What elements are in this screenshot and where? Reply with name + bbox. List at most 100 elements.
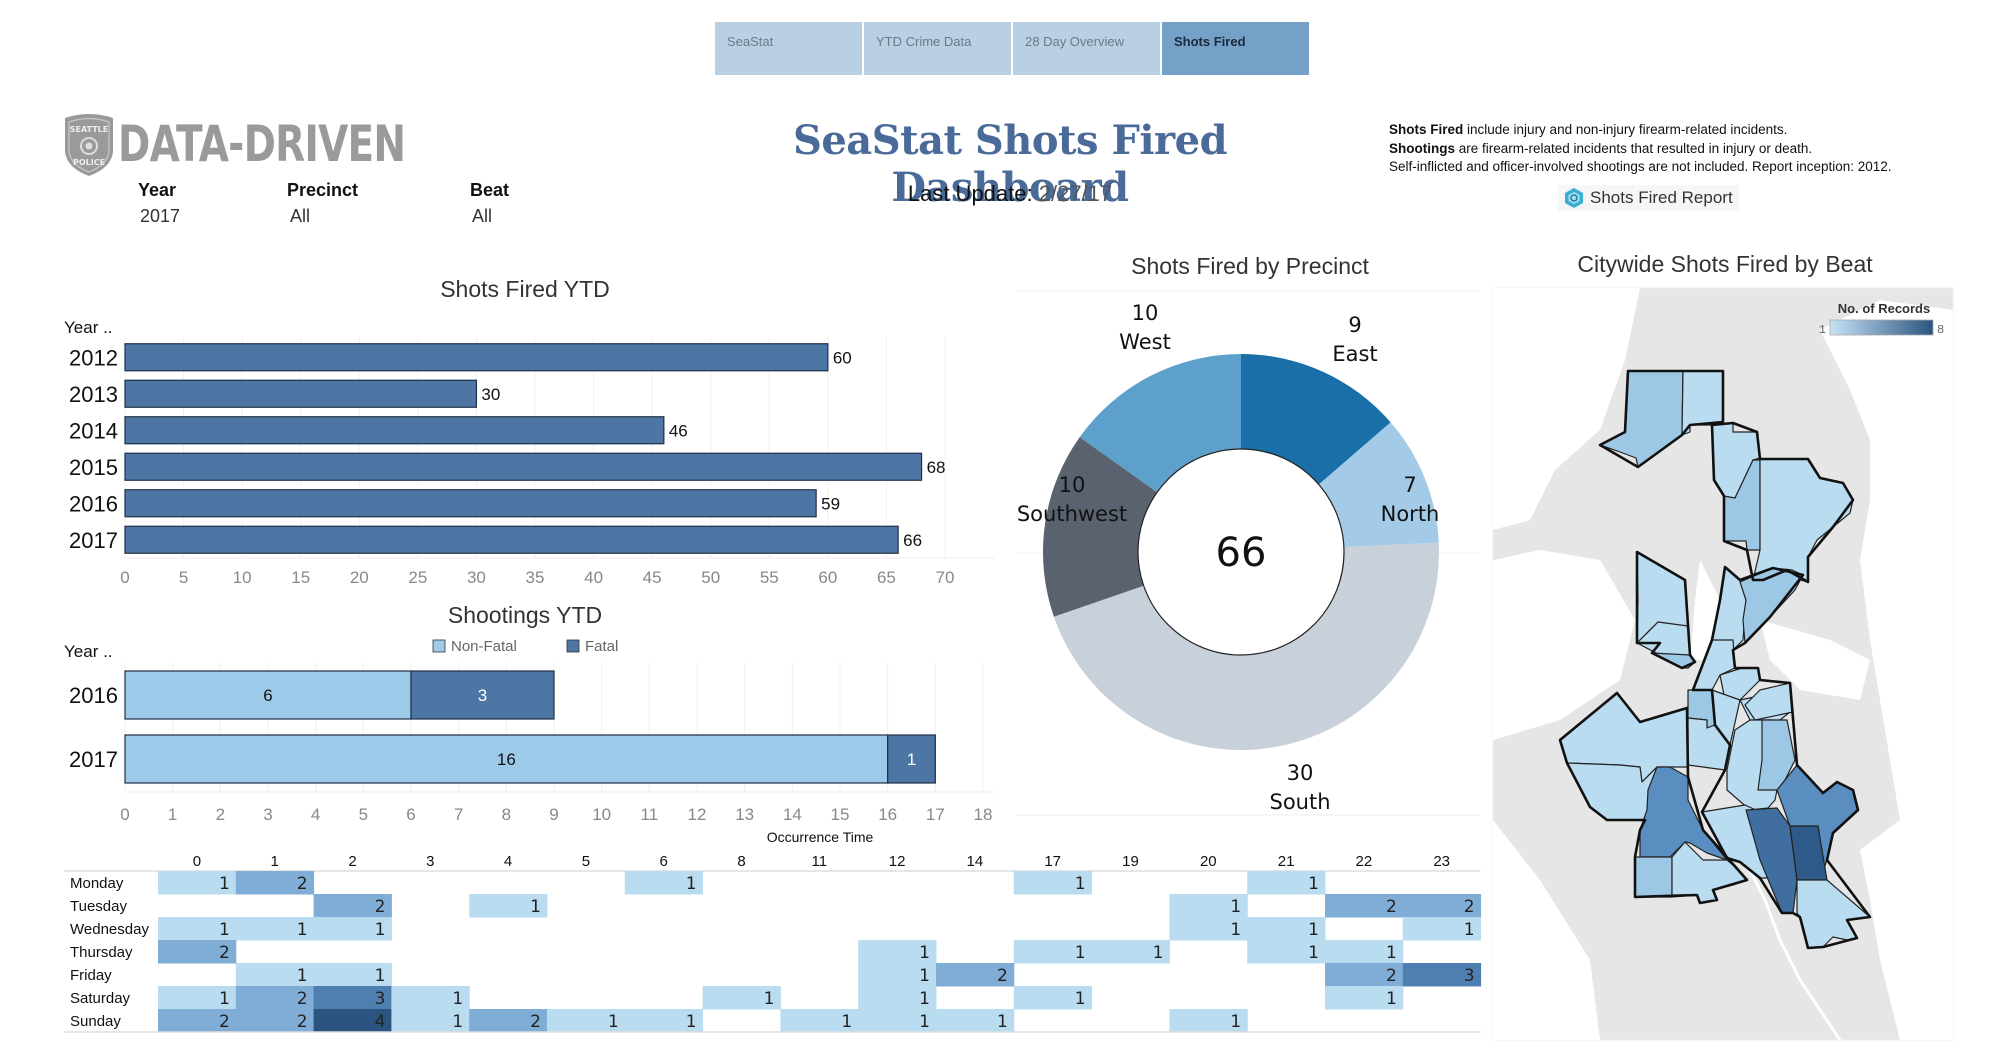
heatmap-cell-value: 1 [1075, 874, 1086, 894]
heatmap-cell [313, 894, 392, 918]
legend-label: Non-Fatal [451, 638, 517, 655]
x-tick-label: 15 [291, 568, 310, 587]
hour-header: 0 [193, 853, 201, 870]
heatmap-cell [624, 1009, 704, 1033]
x-tick-label: 5 [179, 568, 188, 587]
tab-ytd-crime-data[interactable]: YTD Crime Data [864, 22, 1011, 75]
x-tick-label: 25 [408, 568, 427, 587]
bar [124, 525, 899, 554]
hour-header: 12 [889, 853, 906, 870]
year-filter-value[interactable]: 2017 [140, 206, 181, 226]
slice-value-label: 9 [1348, 313, 1361, 337]
x-tick-label: 60 [818, 568, 837, 587]
police-badge-icon: SEATTLE POLICE [65, 114, 113, 176]
hexagon-report-icon [1565, 188, 1583, 208]
heatmap-cell [313, 986, 392, 1010]
heatmap-cell [158, 917, 237, 941]
note-line-3: Self-inflicted and officer-involved shoo… [1389, 159, 1892, 174]
beat-filter-value[interactable]: All [472, 206, 493, 226]
legend-swatch-fatal [566, 639, 580, 653]
heatmap-cell-value: 2 [297, 874, 308, 894]
hour-header: 23 [1433, 853, 1450, 870]
year-label: 2017 [69, 747, 118, 772]
tab-seastat[interactable]: SeaStat [715, 22, 862, 75]
heatmap-cell [858, 940, 937, 964]
heatmap-cell-value: 2 [1464, 897, 1475, 917]
heatmap-cell-value: 1 [1464, 920, 1475, 940]
heatmap-cell-value: 1 [1230, 897, 1241, 917]
heatmap-cell-value: 1 [1153, 943, 1164, 963]
badge-top-text: SEATTLE [70, 125, 108, 134]
x-tick-label: 8 [502, 805, 511, 824]
water-area [1493, 550, 1635, 740]
note-term-shots-fired: Shots Fired [1389, 122, 1464, 137]
precinct-outline [1635, 550, 1697, 670]
x-tick-label: 30 [467, 568, 486, 587]
y-axis-header: Year .. [64, 318, 113, 337]
legend-label: Fatal [585, 638, 618, 655]
bar-value-label: 60 [833, 348, 852, 367]
heatmap-cell-value: 1 [919, 1012, 930, 1032]
y-axis-header: Year .. [64, 642, 113, 661]
x-tick-label: 12 [688, 805, 707, 824]
heatmap-cell-value: 1 [608, 1012, 619, 1032]
slice-name-label: West [1119, 330, 1171, 354]
hour-header: 21 [1278, 853, 1295, 870]
heatmap-cell-value: 2 [219, 943, 230, 963]
heatmap-cell [702, 986, 781, 1010]
day-label: Saturday [70, 990, 131, 1007]
note-line-2: Shootings are firearm-related incidents … [1389, 140, 1892, 159]
year-filter-label: Year [138, 180, 177, 200]
shots-fired-ytd-title: Shots Fired YTD [440, 276, 610, 302]
slice-name-label: South [1269, 790, 1330, 814]
heatmap-cell [158, 986, 237, 1010]
x-tick-label: 0 [120, 805, 129, 824]
heatmap-cell-value: 1 [219, 989, 230, 1009]
precinct-outline [1691, 565, 1872, 950]
bar [124, 416, 665, 445]
heatmap-cell-value: 1 [997, 1012, 1008, 1032]
report-button-label: Shots Fired Report [1590, 188, 1733, 207]
heatmap-cell [1325, 963, 1404, 987]
x-tick-label: 2 [216, 805, 225, 824]
heatmap-cell [235, 917, 315, 941]
heatmap-cell-value: 1 [1308, 943, 1319, 963]
heatmap-cell-value: 2 [219, 1012, 230, 1032]
donut-slice-east [1241, 354, 1391, 485]
bar-value-label: 59 [821, 494, 840, 513]
bar [124, 379, 478, 408]
x-tick-label: 35 [526, 568, 545, 587]
x-tick-label: 10 [233, 568, 252, 587]
day-label: Sunday [70, 1013, 121, 1030]
heatmap-cell-value: 1 [1075, 943, 1086, 963]
shots-fired-report-button[interactable]: Shots Fired Report [1558, 185, 1739, 211]
heatmap-cell-value: 2 [1386, 966, 1397, 986]
x-tick-label: 70 [936, 568, 955, 587]
hour-header: 20 [1200, 853, 1217, 870]
hour-header: 5 [582, 853, 590, 870]
hour-header: 3 [426, 853, 434, 870]
year-label: 2016 [69, 683, 118, 708]
hour-header: 1 [271, 853, 279, 870]
tab-28-day-overview[interactable]: 28 Day Overview [1013, 22, 1160, 75]
precinct-filter-value[interactable]: All [290, 206, 311, 226]
heatmap-cell-value: 2 [375, 897, 386, 917]
tab-shots-fired[interactable]: Shots Fired [1162, 22, 1309, 75]
heatmap-cell [235, 963, 315, 987]
donut-hole [1137, 448, 1345, 656]
year-label: 2012 [69, 345, 118, 370]
hour-header: 22 [1356, 853, 1373, 870]
x-tick-label: 55 [760, 568, 779, 587]
heatmap-cell [235, 871, 315, 895]
shots-fired-ytd-chart: 0 5 10 15 20 25 30 35 40 45 50 55 60 65 70 Year .. 2012 6… [64, 318, 995, 587]
heatmap-cell-value: 1 [764, 989, 775, 1009]
heatmap-cell-value: 1 [375, 920, 386, 940]
x-tick-label: 4 [311, 805, 320, 824]
heatmap-cell [391, 986, 470, 1010]
logo-text: DATA-DRIVEN [118, 115, 406, 173]
precinct-outline [1558, 691, 1749, 905]
last-update: Last Update: 2/27/17 [700, 181, 1320, 207]
heatmap-cell [1325, 986, 1404, 1010]
heatmap-cell-value: 1 [919, 943, 930, 963]
